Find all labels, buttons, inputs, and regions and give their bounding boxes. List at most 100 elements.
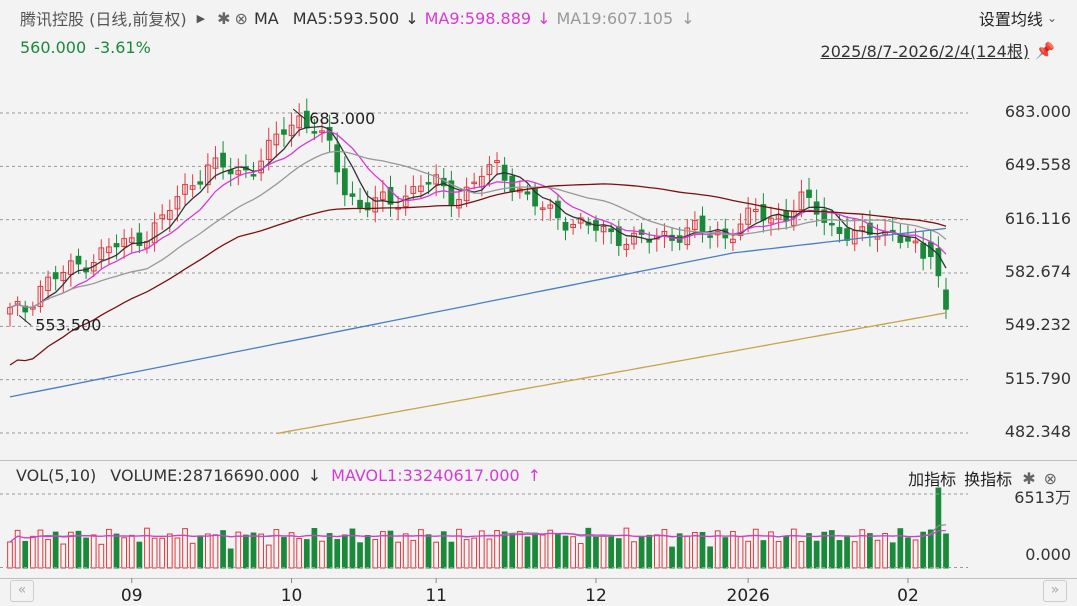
volume-chart[interactable] [0,486,1077,576]
volume-bar [669,546,675,569]
x-tick-label: 12 [585,586,607,606]
volume-bar [425,534,432,569]
volume-bar [151,537,158,569]
candle-body [281,129,287,135]
annotation-arrow [18,315,32,326]
volume-bar [615,538,622,569]
mavol1-value: MAVOL1:33240617.000 [331,466,520,485]
candle-body [821,209,828,223]
volume-bar [532,532,538,569]
candle-body [402,195,409,208]
volume-bar [387,530,394,569]
candle-body [798,191,805,211]
volume-bar [730,530,736,569]
ma250-line [276,312,947,435]
volume-bar [45,538,51,569]
indicator-controls: 加指标 换指标 ✱ ⊗ [908,466,1057,490]
candle-body [623,243,630,250]
close-icon[interactable]: ⊗ [234,8,248,28]
volume-bar [638,536,645,569]
volume-bar [699,531,706,569]
volume-bar [836,540,843,569]
candle-body [113,243,120,248]
scroll-right-button[interactable]: » [1043,580,1067,602]
expand-triangle-icon[interactable]: ▶ [196,11,206,25]
close-icon[interactable]: ⊗ [1043,468,1057,488]
candle-body [463,186,470,202]
volume-bar [752,528,759,569]
volume-bar [676,533,683,569]
x-tick-label: 09 [121,586,143,606]
candle-body [532,188,538,207]
candle-body [357,199,363,208]
candle-body [775,214,782,220]
candle-body [75,255,82,265]
volume-bar [29,535,36,569]
volume-bar [790,528,797,569]
candle-body [349,193,356,197]
gear-icon[interactable]: ✱ [217,8,231,28]
chevron-down-icon[interactable]: ⌄ [1046,11,1057,25]
y-tick-label: 649.558 [1004,155,1071,175]
volume-bar [144,527,150,569]
volume-bar [524,536,531,569]
volume-value: VOLUME:28716690.000 [110,466,300,485]
volume-bar [570,536,576,569]
scroll-left-button[interactable]: « [10,580,34,602]
volume-bar [813,540,820,569]
volume-bar [440,531,447,569]
candle-body [182,184,188,195]
volume-bar [555,533,561,569]
candle-body [615,226,622,246]
candle-body [98,247,105,261]
candle-body [547,204,554,209]
volume-bar [661,529,668,569]
candle-body [364,202,371,211]
candle-body [912,240,919,244]
volume-bar [60,543,67,569]
y-tick-label: 683.000 [1004,102,1071,121]
volume-bar [311,527,318,569]
candle-body [410,186,417,194]
switch-indicator-button[interactable]: 换指标 [964,470,1013,489]
volume-bar [463,539,470,569]
ma9-arrow-icon: ↓ [537,8,551,28]
ma19-arrow-icon: ↓ [681,8,695,28]
price-chart[interactable]: 683.000 553.500 [0,84,1077,460]
volume-bar [296,538,303,569]
volume-bar [235,531,242,569]
x-tick-label: 11 [425,586,447,606]
volume-header: VOL(5,10) VOLUME:28716690.000 ↓ MAVOL1:3… [16,466,541,485]
volume-bar [631,541,637,569]
candle-body [867,222,873,235]
volume-bar [265,544,272,569]
volume-bar [433,541,440,569]
volume-bar [653,534,660,569]
ma-settings-button[interactable]: 设置均线 [978,10,1043,29]
pin-icon[interactable]: 📌 [1035,40,1055,60]
volume-bar [623,527,630,569]
candle-body [311,131,318,134]
candle-body [897,235,904,243]
volume-bar [501,531,508,569]
gear-icon[interactable]: ✱ [1022,468,1036,488]
candle-body [699,215,706,233]
volume-bar [288,532,295,569]
volume-bar [14,529,21,569]
candle-body [943,289,949,310]
ma19-value: MA19:607.105 [556,8,674,28]
volume-bar [204,533,211,569]
mavol5-line [9,524,947,543]
ma-label: MA [253,8,279,28]
volume-bar [75,530,82,569]
stock-name[interactable]: 腾讯控股 (日线,前复权) [20,10,187,29]
candle-body [136,232,143,247]
date-range[interactable]: 2025/8/7-2026/2/4(124根) [820,42,1030,61]
candle-body [707,235,713,238]
volume-bar [402,533,409,569]
ma-settings[interactable]: 设置均线 ⌄ [979,6,1057,30]
candle-body [486,164,493,176]
volume-bar [844,535,850,569]
add-indicator-button[interactable]: 加指标 [908,470,957,489]
volume-bar [372,539,379,569]
